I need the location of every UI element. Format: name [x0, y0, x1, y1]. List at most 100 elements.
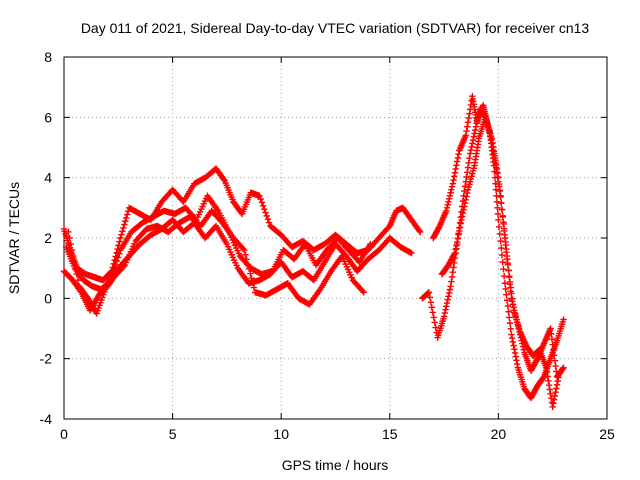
- data-point: [445, 289, 453, 297]
- data-point: [441, 309, 449, 317]
- data-point: [549, 341, 556, 348]
- data-point: [114, 254, 122, 261]
- data-point: [444, 296, 451, 303]
- data-point: [519, 343, 527, 350]
- y-tick-label: 0: [44, 290, 52, 306]
- series-track-f: [430, 93, 563, 411]
- data-point: [491, 152, 498, 160]
- data-point: [554, 377, 561, 385]
- data-point: [494, 170, 501, 177]
- y-tick-label: 6: [44, 109, 52, 125]
- data-point: [494, 210, 502, 218]
- data-point: [495, 180, 503, 188]
- data-point: [68, 246, 76, 254]
- data-point: [511, 346, 518, 353]
- data-point: [442, 306, 449, 313]
- data-point: [464, 189, 471, 197]
- data-point: [428, 304, 435, 311]
- data-point: [440, 313, 448, 320]
- data-point: [448, 183, 456, 190]
- data-point: [114, 245, 121, 253]
- data-point: [543, 368, 551, 376]
- data-point: [508, 331, 515, 338]
- data-point: [443, 303, 450, 310]
- data-point: [69, 252, 77, 260]
- x-tick-label: 20: [491, 426, 507, 442]
- data-point: [425, 289, 433, 296]
- data-point: [446, 286, 454, 293]
- data-point: [470, 133, 477, 140]
- data-point: [549, 403, 556, 411]
- chart-title: Day 011 of 2021, Sidereal Day-to-day VTE…: [81, 20, 590, 36]
- data-point: [461, 199, 469, 207]
- data-point: [259, 202, 267, 210]
- data-point: [245, 265, 253, 273]
- data-point: [455, 151, 462, 158]
- data-point: [506, 314, 513, 321]
- data-point: [408, 249, 415, 257]
- data-point: [445, 198, 452, 205]
- data-point: [552, 388, 559, 396]
- data-point: [71, 258, 78, 266]
- data-point: [560, 316, 567, 323]
- data-point: [503, 297, 511, 304]
- data-point: [360, 289, 367, 296]
- data-point: [499, 212, 506, 220]
- data-point: [111, 265, 118, 272]
- data-point: [513, 357, 520, 364]
- data-point: [509, 301, 517, 308]
- data-point: [265, 219, 273, 226]
- data-point: [443, 204, 451, 212]
- data-point: [472, 126, 479, 134]
- data-point: [497, 237, 504, 245]
- data-point: [464, 123, 471, 130]
- data-point: [452, 246, 459, 253]
- data-point: [467, 146, 475, 154]
- data-point: [73, 271, 80, 278]
- data-point: [468, 143, 475, 151]
- data-point: [258, 199, 266, 206]
- data-point: [66, 234, 73, 242]
- data-point: [448, 273, 456, 281]
- data-point: [448, 278, 455, 285]
- data-point: [464, 169, 471, 176]
- data-point: [444, 201, 451, 209]
- data-point: [453, 238, 461, 246]
- data-point: [496, 230, 504, 238]
- data-point: [553, 381, 561, 389]
- data-point: [429, 309, 436, 316]
- data-point: [520, 346, 527, 353]
- data-point: [508, 295, 515, 302]
- data-point: [450, 176, 457, 184]
- data-point: [553, 385, 560, 392]
- y-tick-label: 4: [44, 170, 52, 186]
- data-point: [506, 319, 514, 327]
- data-point: [456, 227, 463, 235]
- data-point: [559, 365, 567, 372]
- data-point: [490, 148, 498, 155]
- data-point: [451, 169, 459, 176]
- data-point: [119, 228, 126, 235]
- data-point: [551, 357, 559, 364]
- data-point: [447, 189, 454, 196]
- data-point: [453, 242, 460, 249]
- data-point: [257, 195, 264, 203]
- data-point: [509, 338, 517, 346]
- x-tick-label: 25: [599, 426, 615, 442]
- data-point: [65, 228, 72, 236]
- data-point: [512, 313, 519, 320]
- data-point: [431, 319, 438, 326]
- data-point: [502, 238, 509, 246]
- data-point: [239, 245, 247, 252]
- data-point: [500, 225, 508, 232]
- data-point: [120, 224, 127, 232]
- data-point: [443, 299, 451, 307]
- data-point: [450, 264, 457, 271]
- data-point: [514, 360, 521, 368]
- data-point: [503, 291, 510, 298]
- data-point: [465, 159, 472, 167]
- data-point: [116, 250, 123, 257]
- data-point: [452, 165, 459, 173]
- series-track-g: [438, 114, 567, 380]
